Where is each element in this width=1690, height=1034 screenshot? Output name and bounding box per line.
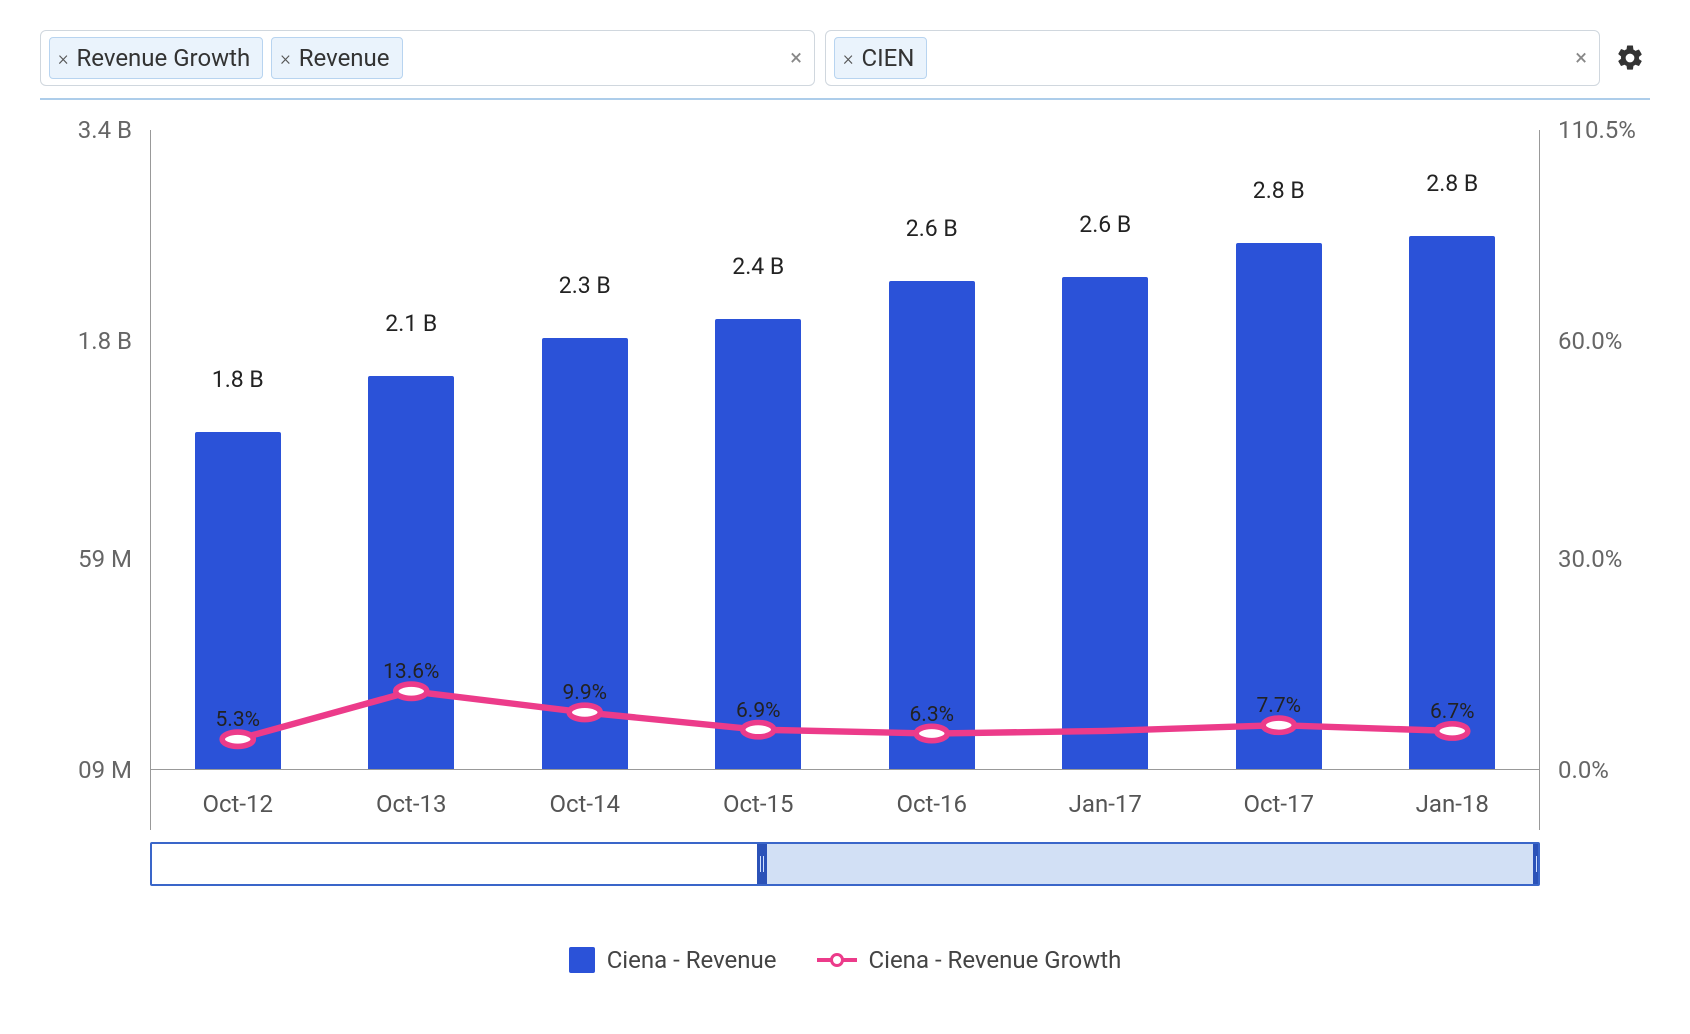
x-tick-label: Oct-13: [325, 790, 499, 818]
time-range-slider[interactable]: [150, 842, 1540, 886]
bar-value-label: 2.4 B: [732, 253, 784, 286]
bar-slot: 2.3 B: [498, 130, 672, 770]
chart-legend: Ciena - Revenue Ciena - Revenue Growth: [40, 946, 1650, 974]
x-axis-labels: Oct-12Oct-13Oct-14Oct-15Oct-16Jan-17Oct-…: [151, 790, 1539, 818]
settings-button[interactable]: [1610, 43, 1650, 73]
close-icon[interactable]: ×: [843, 48, 853, 68]
legend-item[interactable]: Ciena - Revenue Growth: [817, 946, 1122, 974]
x-tick-label: Oct-12: [151, 790, 325, 818]
range-handle-end[interactable]: [1533, 844, 1540, 884]
clear-tickers-icon[interactable]: ×: [1575, 46, 1587, 71]
x-tick-label: Jan-18: [1366, 790, 1540, 818]
legend-item[interactable]: Ciena - Revenue: [569, 946, 777, 974]
growth-point-label: 9.9%: [562, 681, 607, 705]
revenue-bar[interactable]: [368, 376, 454, 770]
x-tick-label: Oct-15: [672, 790, 846, 818]
x-axis-line: [151, 769, 1539, 770]
growth-point-label: 6.7%: [1430, 700, 1475, 724]
bar-slot: 2.8 B: [1366, 130, 1540, 770]
growth-point-label: 6.9%: [736, 698, 781, 722]
y-left-tick: 3.4 B: [78, 116, 132, 144]
legend-swatch-bar: [569, 947, 595, 973]
chip-label: Revenue Growth: [76, 44, 250, 72]
chip-label: CIEN: [861, 44, 914, 72]
growth-point-label: 5.3%: [215, 708, 260, 732]
bar-value-label: 1.8 B: [212, 366, 264, 399]
filter-bar: × Revenue Growth × Revenue × × CIEN ×: [40, 30, 1650, 86]
bar-value-label: 2.8 B: [1253, 177, 1305, 210]
y-left-tick: 1.8 B: [78, 327, 132, 355]
legend-swatch-line: [817, 958, 857, 962]
y-left-tick: 09 M: [78, 756, 132, 784]
legend-marker-icon: [830, 953, 844, 967]
ticker-filter-input[interactable]: × CIEN ×: [825, 30, 1600, 86]
growth-point-label: 6.3%: [909, 702, 954, 726]
bar-slot: 1.8 B: [151, 130, 325, 770]
growth-point-label: 13.6%: [383, 660, 439, 684]
bar-slot: 2.8 B: [1192, 130, 1366, 770]
x-tick-label: Oct-16: [845, 790, 1019, 818]
legend-label: Ciena - Revenue Growth: [869, 946, 1122, 974]
y-right-tick: 0.0%: [1558, 756, 1609, 784]
revenue-bar[interactable]: [1062, 277, 1148, 770]
x-tick-label: Jan-17: [1019, 790, 1193, 818]
revenue-bar[interactable]: [889, 281, 975, 770]
chip-label: Revenue: [299, 44, 390, 72]
growth-point-label: 7.7%: [1256, 694, 1301, 718]
legend-label: Ciena - Revenue: [607, 946, 777, 974]
bar-slot: 2.6 B: [1019, 130, 1193, 770]
y-axis-right: 110.5%60.0%30.0%0.0%: [1540, 130, 1650, 830]
y-right-tick: 60.0%: [1558, 327, 1622, 355]
bar-value-label: 2.6 B: [906, 215, 958, 248]
bar-slot: 2.6 B: [845, 130, 1019, 770]
bar-slot: 2.4 B: [672, 130, 846, 770]
bar-value-label: 2.8 B: [1426, 170, 1478, 203]
bar-value-label: 2.1 B: [385, 310, 437, 343]
range-fill: [762, 844, 1538, 884]
close-icon[interactable]: ×: [280, 48, 290, 68]
y-axis-left: 3.4 B1.8 B59 M09 M: [40, 130, 150, 830]
y-right-tick: 110.5%: [1558, 116, 1636, 144]
metrics-filter-input[interactable]: × Revenue Growth × Revenue ×: [40, 30, 815, 86]
x-tick-label: Oct-14: [498, 790, 672, 818]
clear-metrics-icon[interactable]: ×: [790, 46, 802, 71]
header-divider: [40, 98, 1650, 100]
filter-chip-revenue[interactable]: × Revenue: [271, 37, 402, 79]
bar-value-label: 2.6 B: [1079, 211, 1131, 244]
filter-chip-cien[interactable]: × CIEN: [834, 37, 927, 79]
revenue-chart: 3.4 B1.8 B59 M09 M 1.8 B2.1 B2.3 B2.4 B2…: [40, 130, 1650, 830]
bars-container: 1.8 B 2.1 B 2.3 B 2.4 B 2.6 B 2.6 B 2.8 B 2.8 B: [151, 130, 1539, 770]
revenue-bar[interactable]: [1236, 243, 1322, 770]
y-left-tick: 59 M: [78, 545, 132, 573]
revenue-bar[interactable]: [1409, 236, 1495, 770]
y-right-tick: 30.0%: [1558, 545, 1622, 573]
plot-area[interactable]: 1.8 B 2.1 B 2.3 B 2.4 B 2.6 B 2.6 B 2.8 B 2.8 B…: [150, 130, 1540, 830]
gear-icon: [1615, 43, 1645, 73]
bar-value-label: 2.3 B: [559, 272, 611, 305]
x-tick-label: Oct-17: [1192, 790, 1366, 818]
close-icon[interactable]: ×: [58, 48, 68, 68]
filter-chip-revenue-growth[interactable]: × Revenue Growth: [49, 37, 263, 79]
range-handle-start[interactable]: [757, 844, 767, 884]
